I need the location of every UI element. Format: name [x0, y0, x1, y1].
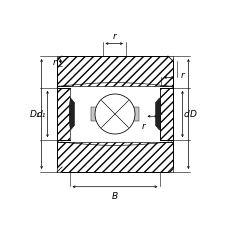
Text: r: r	[141, 122, 145, 131]
Polygon shape	[160, 88, 172, 141]
Polygon shape	[57, 142, 172, 172]
Text: d: d	[183, 110, 189, 119]
Text: d₁: d₁	[37, 110, 46, 119]
Text: r: r	[180, 71, 184, 80]
Bar	[90, 107, 97, 122]
Text: D: D	[189, 110, 196, 119]
Polygon shape	[57, 88, 69, 141]
Polygon shape	[69, 98, 74, 131]
Text: r: r	[112, 32, 116, 41]
Circle shape	[95, 95, 134, 134]
Polygon shape	[69, 88, 160, 141]
Text: D₁: D₁	[30, 110, 40, 119]
Text: B: B	[112, 191, 117, 200]
Polygon shape	[57, 57, 172, 87]
Text: r: r	[52, 57, 56, 66]
Polygon shape	[155, 98, 160, 131]
Bar	[132, 107, 139, 122]
